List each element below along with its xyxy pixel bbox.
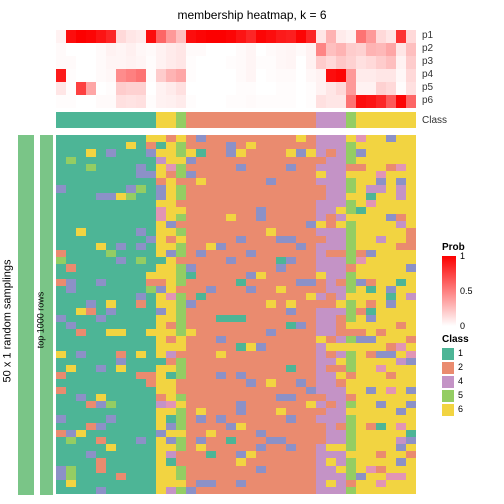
row-label: p1 — [422, 30, 433, 41]
legend-swatch — [442, 390, 454, 402]
legend-tick: 0 — [460, 321, 465, 331]
legend-swatch — [442, 404, 454, 416]
prob-row — [56, 69, 416, 82]
main-heatmap — [56, 135, 416, 495]
row-label: p2 — [422, 43, 433, 54]
row-label: p6 — [422, 95, 433, 106]
class-row — [56, 112, 416, 128]
prob-row — [56, 30, 416, 43]
side-bar-outer — [18, 135, 34, 495]
prob-row — [56, 56, 416, 69]
row-label: Class — [422, 115, 447, 126]
legend-tick: 0.5 — [460, 286, 473, 296]
legend-label: 1 — [458, 348, 463, 358]
side-label-inner: top 1000 rows — [35, 292, 45, 349]
legend-tick: 1 — [460, 251, 465, 261]
legend-swatch — [442, 348, 454, 360]
side-label-outer: 50 x 1 random samplings — [1, 260, 13, 383]
legend-swatch — [442, 376, 454, 388]
legend-class-title: Class — [442, 334, 469, 345]
legend-label: 2 — [458, 362, 463, 372]
legend-label: 6 — [458, 404, 463, 414]
row-label: p4 — [422, 69, 433, 80]
row-label: p5 — [422, 82, 433, 93]
row-label: p3 — [422, 56, 433, 67]
prob-row — [56, 82, 416, 95]
legend-label: 4 — [458, 376, 463, 386]
legend-label: 5 — [458, 390, 463, 400]
chart-title: membership heatmap, k = 6 — [0, 8, 504, 22]
legend-swatch — [442, 362, 454, 374]
heatmap-figure: membership heatmap, k = 6 p1 p2 p3 p4 p5 p6 Cl… — [0, 0, 504, 504]
prob-row — [56, 43, 416, 56]
legend-prob-gradient — [442, 256, 456, 326]
prob-row — [56, 95, 416, 108]
